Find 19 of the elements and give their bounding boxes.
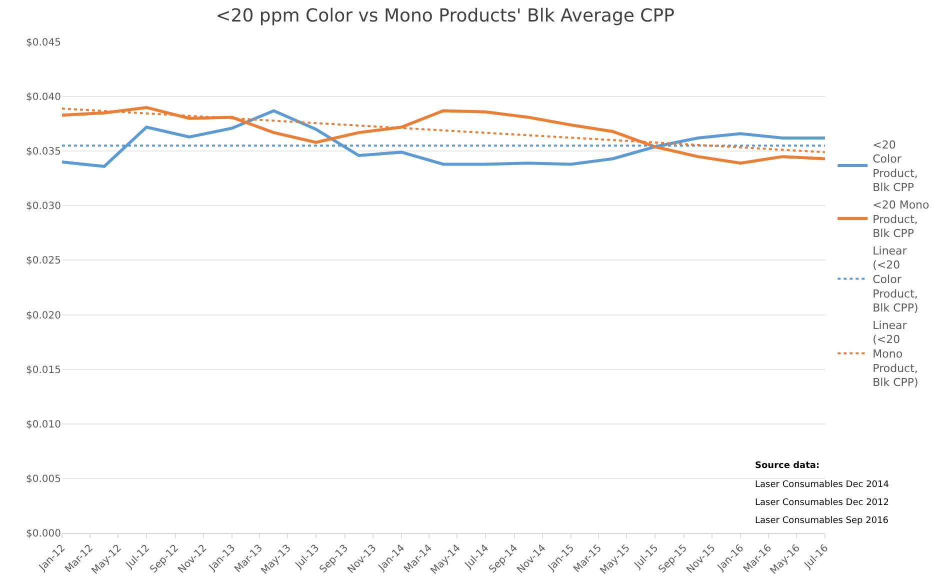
chart-title: <20 ppm Color vs Mono Products' Blk Average CPP — [216, 5, 675, 26]
annotation: Laser Consumables Sep 2016 — [755, 516, 889, 526]
annotation: Source data: — [755, 461, 820, 471]
y-tick-label: $0.015 — [26, 364, 61, 376]
y-tick-label: $0.035 — [26, 146, 61, 158]
y-tick-label: $0.005 — [26, 474, 61, 485]
legend-label: <20 Mono Product, Blk CPP — [872, 198, 930, 240]
y-tick-label: $0.000 — [26, 528, 61, 540]
annotation: Laser Consumables Dec 2012 — [755, 498, 889, 508]
legend-label: Linear (<20 Mono Product, Blk CPP) — [872, 318, 918, 390]
legend-label: <20 Color Product, Blk CPP — [872, 138, 918, 194]
legend-label: Linear (<20 Color Product, Blk CPP) — [872, 244, 918, 315]
y-tick-label: $0.030 — [26, 201, 61, 212]
y-tick-label: $0.020 — [26, 310, 61, 322]
y-tick-label: $0.040 — [26, 92, 61, 104]
annotation: Laser Consumables Dec 2014 — [755, 480, 890, 490]
y-tick-label: $0.010 — [26, 419, 61, 430]
y-tick-label: $0.025 — [26, 256, 61, 267]
y-tick-label: $0.045 — [26, 38, 61, 48]
